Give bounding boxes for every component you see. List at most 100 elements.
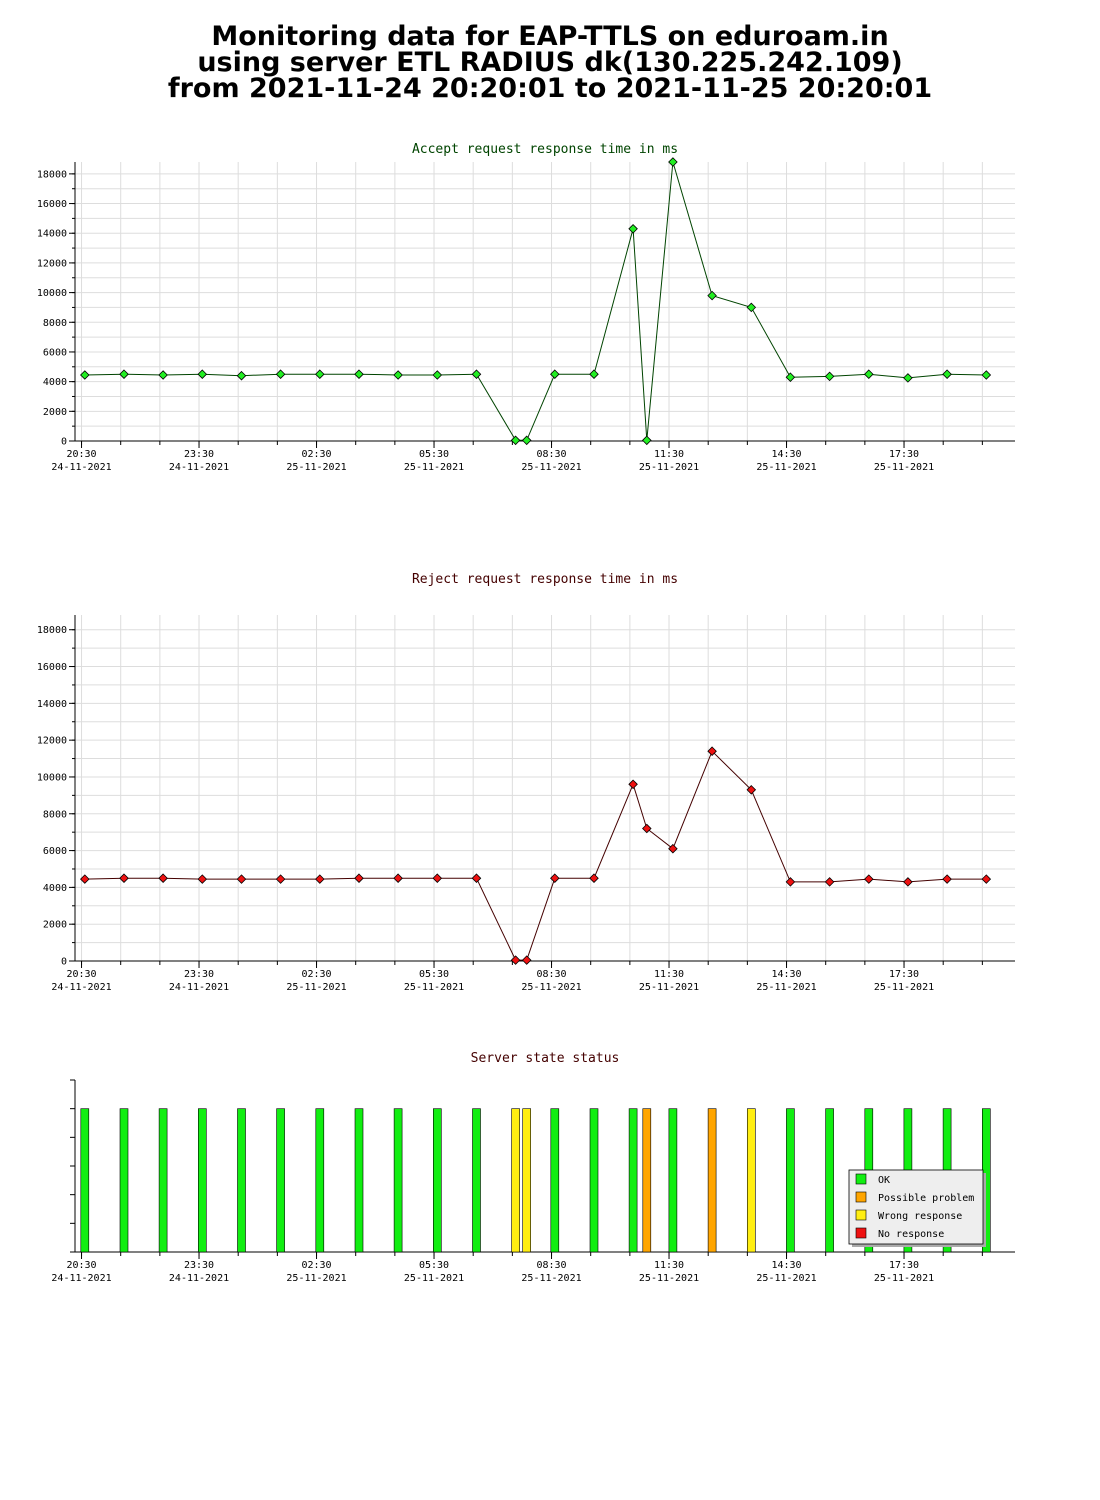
data-point — [432, 370, 443, 380]
status-bar — [628, 1108, 638, 1253]
data-point — [432, 873, 443, 883]
x-tick-label: 20:30 — [66, 1260, 96, 1271]
y-tick-label: 6000 — [43, 347, 67, 358]
x-tick-label-date: 25-11-2021 — [286, 982, 346, 993]
status-bar — [825, 1108, 834, 1253]
y-tick-label: 18000 — [37, 625, 67, 636]
legend-label: No response — [878, 1229, 944, 1240]
x-tick-label: 11:30 — [654, 969, 684, 980]
x-tick-label: 08:30 — [536, 969, 566, 980]
x-tick-label: 23:30 — [184, 969, 214, 980]
y-tick-label: 2000 — [43, 407, 67, 418]
x-tick-label-date: 25-11-2021 — [521, 982, 581, 993]
series-line — [84, 161, 987, 441]
series-line — [84, 750, 987, 961]
data-point — [785, 372, 796, 382]
chart-title: Accept request response time in ms — [412, 142, 678, 157]
data-point — [746, 302, 757, 313]
x-tick-label-date: 25-11-2021 — [874, 1273, 934, 1284]
data-point — [642, 435, 652, 446]
status-bar — [786, 1108, 795, 1253]
y-tick-label: 12000 — [37, 258, 67, 269]
data-point — [589, 369, 599, 379]
data-point — [668, 157, 678, 167]
data-point — [236, 370, 247, 381]
status-bar — [432, 1108, 442, 1253]
status-bar — [119, 1108, 129, 1253]
x-tick-label: 08:30 — [536, 449, 566, 460]
data-point — [471, 873, 482, 883]
status-bar — [354, 1108, 364, 1253]
y-tick-label: 10000 — [37, 288, 67, 299]
page-title: Monitoring data for EAP-TTLS on eduroam.… — [0, 21, 1100, 104]
data-point — [393, 370, 403, 380]
data-point — [80, 874, 90, 884]
x-tick-label-date: 24-11-2021 — [51, 1273, 111, 1284]
x-tick-label-date: 25-11-2021 — [404, 462, 464, 473]
y-tick-label: 0 — [61, 957, 67, 968]
legend-box — [848, 1169, 984, 1245]
legend-swatch — [855, 1209, 867, 1221]
data-point — [864, 369, 874, 379]
status-bar — [511, 1108, 520, 1253]
x-tick-label-date: 25-11-2021 — [639, 462, 699, 473]
data-point — [197, 369, 208, 379]
data-point — [589, 873, 599, 883]
data-point — [471, 369, 482, 379]
y-tick-label: 10000 — [37, 772, 67, 783]
data-point — [550, 369, 560, 379]
status-bar — [589, 1108, 599, 1253]
x-tick-label: 11:30 — [654, 1260, 684, 1271]
y-tick-label: 14000 — [37, 229, 67, 240]
legend-swatch — [855, 1173, 867, 1185]
data-point — [981, 874, 992, 884]
y-tick-label: 18000 — [37, 169, 67, 180]
page-title-line-3: from 2021-11-24 20:20:01 to 2021-11-25 2… — [167, 73, 933, 104]
y-tick-label: 12000 — [37, 736, 67, 747]
x-tick-label: 05:30 — [419, 1260, 449, 1271]
y-tick-label: 8000 — [43, 318, 67, 329]
x-tick-label-date: 24-11-2021 — [169, 1273, 229, 1284]
data-point — [510, 955, 521, 965]
x-tick-label: 14:30 — [771, 969, 801, 980]
x-tick-label-date: 25-11-2021 — [756, 982, 816, 993]
x-tick-label-date: 25-11-2021 — [521, 1273, 581, 1284]
data-point — [275, 874, 286, 884]
x-tick-label: 23:30 — [184, 1260, 214, 1271]
x-tick-label-date: 25-11-2021 — [639, 982, 699, 993]
x-tick-label-date: 25-11-2021 — [521, 462, 581, 473]
x-tick-label: 02:30 — [301, 449, 331, 460]
x-tick-label: 14:30 — [771, 1260, 801, 1271]
chart-title: Server state status — [471, 1051, 620, 1066]
y-tick-label: 6000 — [43, 846, 67, 857]
data-point — [824, 371, 835, 382]
data-point — [354, 369, 364, 379]
x-tick-label-date: 24-11-2021 — [169, 462, 229, 473]
chart-title: Reject request response time in ms — [412, 572, 678, 587]
data-point — [236, 874, 247, 884]
data-point — [707, 290, 717, 301]
y-tick-label: 16000 — [37, 662, 67, 673]
status-bar — [746, 1108, 756, 1253]
data-point — [903, 877, 913, 887]
data-point — [315, 874, 325, 884]
data-point — [80, 370, 90, 380]
status-bar — [472, 1108, 481, 1253]
data-point — [550, 873, 560, 883]
y-tick-label: 2000 — [43, 920, 67, 931]
x-tick-label-date: 25-11-2021 — [404, 1273, 464, 1284]
data-point — [668, 843, 678, 854]
x-tick-label-date: 25-11-2021 — [639, 1273, 699, 1284]
data-point — [315, 369, 325, 379]
data-point — [785, 877, 796, 887]
data-point — [119, 873, 129, 883]
x-tick-label: 17:30 — [889, 969, 919, 980]
page-title-line-1: Monitoring data for EAP-TTLS on eduroam.… — [211, 21, 889, 52]
data-point — [197, 874, 208, 884]
data-point — [642, 823, 652, 834]
data-point — [981, 370, 992, 380]
status-bar — [668, 1108, 678, 1253]
data-point — [864, 874, 874, 884]
x-tick-label: 20:30 — [66, 969, 96, 980]
